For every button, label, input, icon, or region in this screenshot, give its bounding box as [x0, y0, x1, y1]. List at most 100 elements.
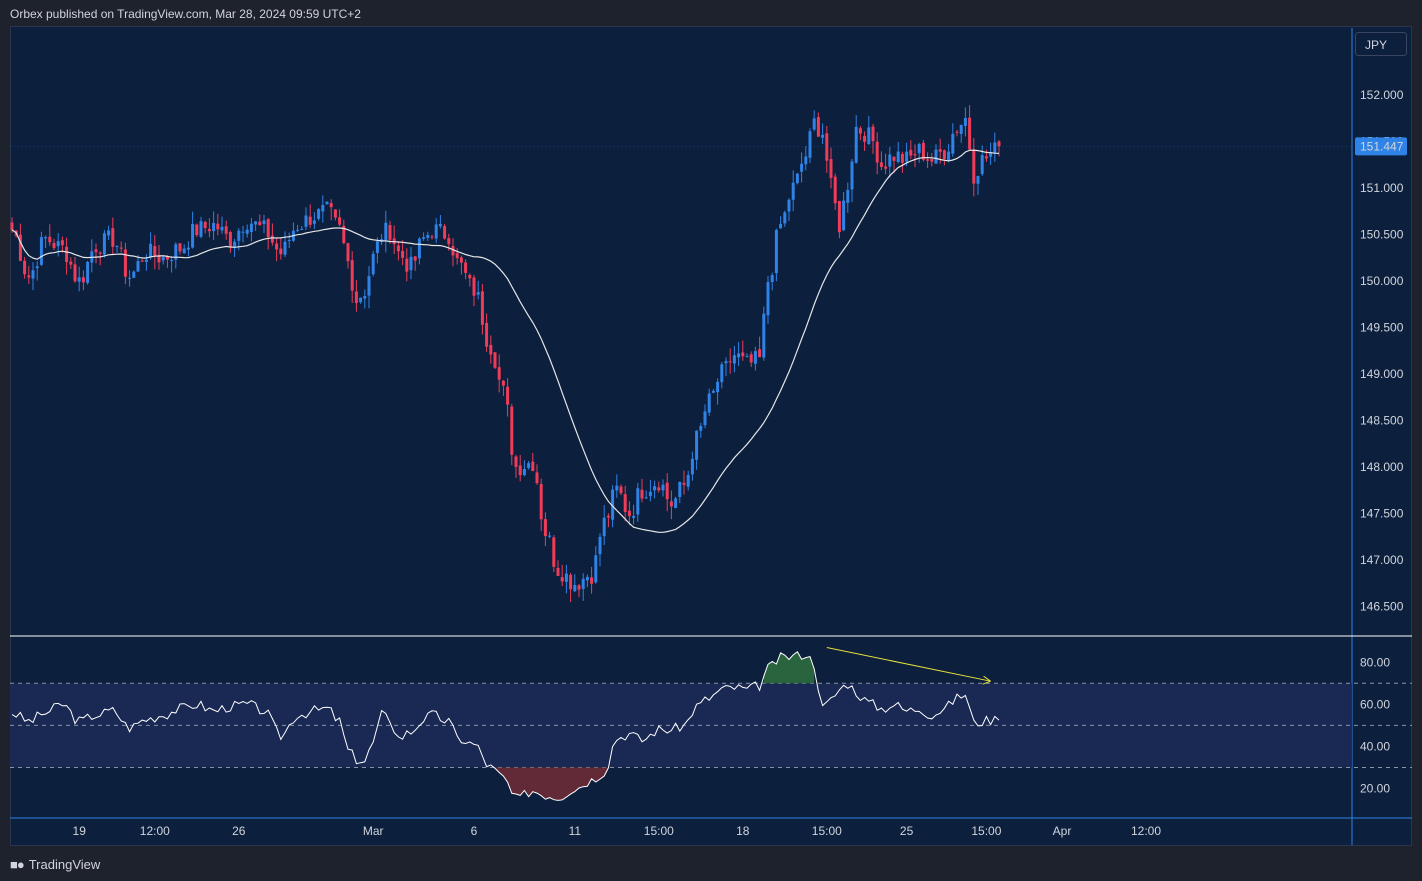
- candle-body: [115, 245, 119, 247]
- candle: [753, 346, 757, 371]
- candle: [161, 256, 165, 265]
- candle: [195, 223, 199, 237]
- candle: [564, 564, 568, 594]
- candle-body: [153, 246, 157, 257]
- candle: [174, 242, 178, 269]
- candle: [287, 232, 291, 249]
- candle-body: [132, 271, 136, 278]
- candle: [485, 313, 489, 352]
- moving-average-line: [11, 149, 1000, 533]
- candle: [829, 147, 833, 189]
- candle: [661, 479, 665, 497]
- candle-body: [157, 254, 161, 263]
- candle: [94, 243, 98, 264]
- candle-body: [518, 465, 522, 476]
- candle-body: [199, 221, 203, 237]
- candle: [165, 255, 169, 268]
- candle-body: [455, 253, 459, 259]
- candle-body: [161, 256, 165, 261]
- candle: [233, 238, 237, 258]
- candle: [884, 153, 888, 175]
- candle: [266, 218, 270, 250]
- candle-body: [795, 173, 799, 184]
- candle: [665, 473, 669, 512]
- time-tick-label: Mar: [363, 824, 384, 838]
- candle: [917, 142, 921, 163]
- candle: [972, 137, 976, 197]
- candle-body: [170, 260, 174, 262]
- time-tick-label: 26: [232, 824, 246, 838]
- price-tick-label: 149.000: [1360, 367, 1404, 381]
- candle: [123, 242, 127, 285]
- candle: [367, 266, 371, 309]
- candle-body: [434, 224, 438, 239]
- candle: [157, 245, 161, 270]
- candle: [48, 224, 52, 246]
- time-tick-label: 15:00: [971, 824, 1001, 838]
- candle-body: [111, 228, 115, 247]
- candle: [514, 454, 518, 478]
- candle: [674, 496, 678, 509]
- candle-body: [48, 236, 52, 243]
- candle: [119, 241, 123, 253]
- candle: [342, 219, 346, 245]
- candle: [984, 149, 988, 162]
- candle: [606, 513, 610, 528]
- candle-body: [539, 484, 543, 520]
- candle: [140, 259, 144, 263]
- candle-body: [560, 577, 564, 582]
- candle: [258, 214, 262, 226]
- candle-body: [451, 246, 455, 256]
- candle-body: [10, 222, 14, 230]
- footer-brand: TradingView: [28, 856, 101, 872]
- candle-body: [783, 212, 787, 224]
- candle: [510, 403, 514, 466]
- candle: [44, 235, 48, 248]
- candle-body: [968, 117, 972, 150]
- candle-body: [182, 248, 186, 254]
- candle-body: [636, 488, 640, 515]
- candle-body: [564, 573, 568, 582]
- candle: [955, 129, 959, 137]
- candle-body: [846, 190, 850, 203]
- candle: [623, 485, 627, 522]
- candle: [942, 149, 946, 166]
- candle: [426, 231, 430, 242]
- candle-body: [174, 244, 178, 260]
- candle-body: [627, 510, 631, 517]
- candle: [136, 255, 140, 272]
- candle-body: [766, 282, 770, 316]
- candle: [627, 501, 631, 526]
- candle-body: [552, 537, 556, 567]
- candle-body: [283, 241, 287, 255]
- candle: [926, 152, 930, 168]
- candle-body: [657, 487, 661, 491]
- candle: [531, 452, 535, 472]
- candle-body: [270, 235, 274, 243]
- candle-body: [837, 200, 841, 233]
- candle-body: [476, 292, 480, 295]
- price-tick-label: 147.500: [1360, 506, 1404, 520]
- candle: [69, 257, 73, 269]
- candle: [480, 283, 484, 335]
- candle-body: [963, 117, 967, 126]
- candle: [548, 531, 552, 539]
- candle: [371, 250, 375, 277]
- candle-body: [527, 463, 531, 468]
- currency-button[interactable]: JPY: [1355, 32, 1407, 56]
- candle: [892, 156, 896, 174]
- candle-body: [493, 352, 497, 368]
- candle: [182, 244, 186, 254]
- candle-body: [653, 486, 657, 491]
- candle: [636, 482, 640, 522]
- candle: [506, 378, 510, 417]
- candle: [81, 270, 85, 291]
- candle: [871, 123, 875, 154]
- candle: [909, 140, 913, 159]
- candle: [934, 144, 938, 164]
- candle: [728, 348, 732, 374]
- candle: [556, 560, 560, 576]
- candle-body: [287, 240, 291, 242]
- candle: [86, 260, 90, 285]
